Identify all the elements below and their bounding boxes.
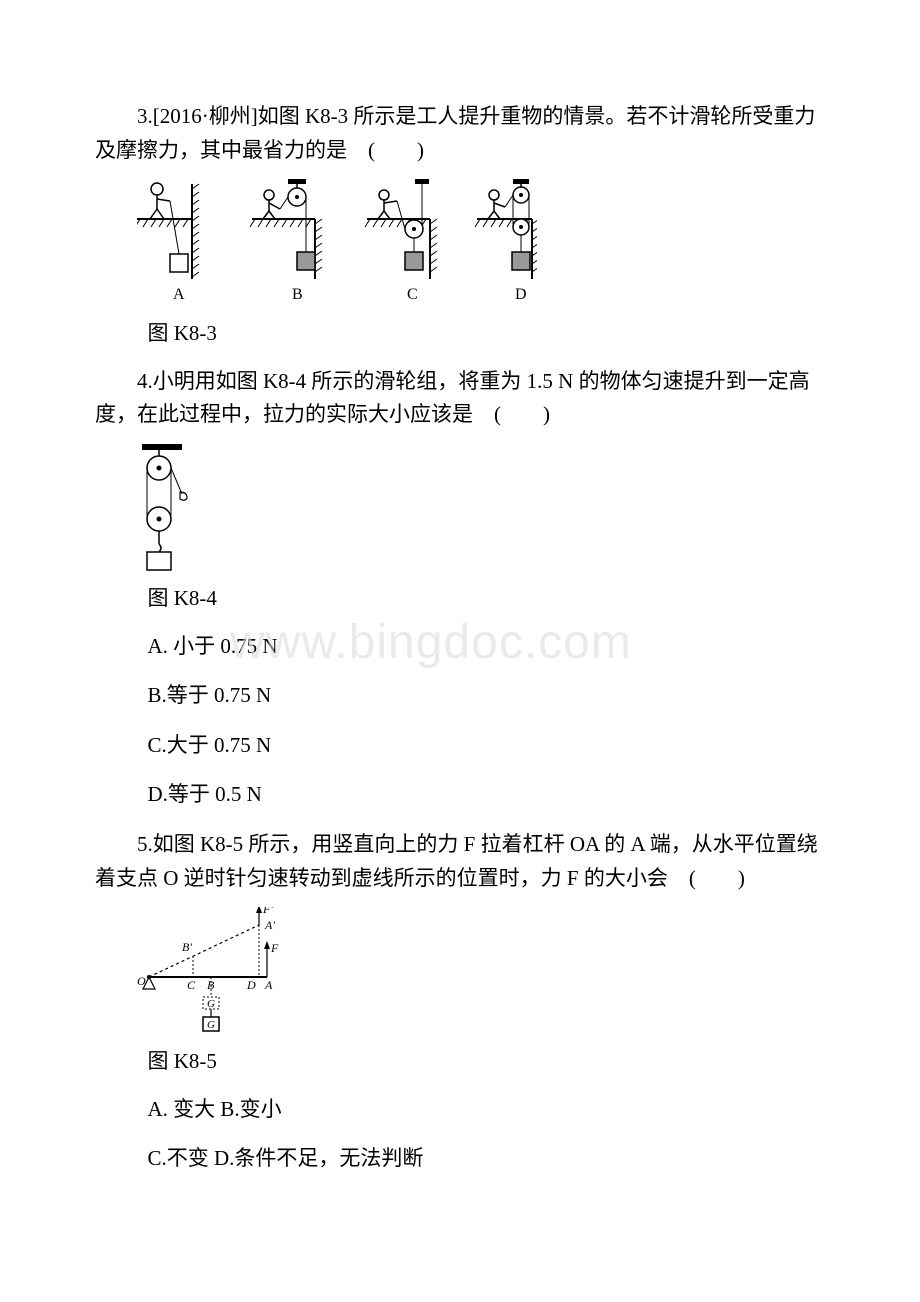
q5-A: A (264, 978, 273, 992)
q4-option-c: C.大于 0.75 N (148, 729, 826, 763)
q3-label-b: B (292, 286, 303, 303)
q5-G: G (207, 1019, 215, 1031)
q4-option-d: D.等于 0.5 N (148, 778, 826, 812)
q3-label-c: C (407, 286, 418, 303)
q4-text: 4.小明用如图 K8-4 所示的滑轮组，将重为 1.5 N 的物体匀速提升到一定… (95, 365, 825, 432)
q5-D: D (246, 978, 256, 992)
q5-figure: O F' A' F A B' C B D G G (137, 907, 825, 1037)
q5-F1: F' (262, 907, 273, 916)
q3-label-a: A (173, 286, 185, 303)
q4-option-b: B.等于 0.75 N (148, 679, 826, 713)
q5-text: 5.如图 K8-5 所示，用竖直向上的力 F 拉着杠杆 OA 的 A 端，从水平… (95, 828, 825, 895)
q3-figure: A B (137, 179, 825, 309)
q5-B1: B' (182, 940, 192, 954)
q3-label-d: D (515, 286, 527, 303)
q5-option-cd: C.不变 D.条件不足，无法判断 (148, 1142, 826, 1176)
q5-A1: A' (264, 918, 275, 932)
q3-caption: 图 K8-3 (148, 317, 826, 351)
q5-option-ab: A. 变大 B.变小 (148, 1093, 826, 1127)
q4-caption: 图 K8-4 (148, 582, 826, 616)
q4-option-a: A. 小于 0.75 N (148, 630, 826, 664)
q4-figure (137, 444, 825, 574)
q5-C: C (187, 978, 196, 992)
q5-F: F (270, 941, 279, 955)
q5-caption: 图 K8-5 (148, 1045, 826, 1079)
q5-G-dash: G (207, 998, 215, 1010)
q3-text: 3.[2016·柳州]如图 K8-3 所示是工人提升重物的情景。若不计滑轮所受重… (95, 100, 825, 167)
